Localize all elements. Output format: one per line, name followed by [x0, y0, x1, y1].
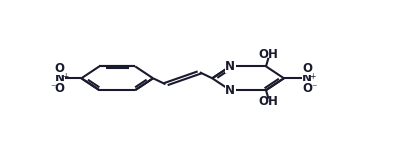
Text: +: +	[309, 72, 315, 81]
Text: +: +	[62, 72, 68, 81]
Text: N: N	[302, 72, 312, 85]
Text: O: O	[302, 62, 312, 75]
Text: N: N	[225, 84, 235, 97]
Text: OH: OH	[258, 48, 278, 61]
Text: ⁻: ⁻	[50, 84, 55, 94]
Text: ⁻: ⁻	[311, 84, 316, 94]
Text: OH: OH	[258, 95, 278, 108]
Text: O: O	[55, 82, 65, 95]
Text: O: O	[55, 62, 65, 75]
Text: N: N	[55, 72, 65, 85]
Text: O: O	[302, 82, 312, 95]
Text: N: N	[225, 60, 235, 73]
